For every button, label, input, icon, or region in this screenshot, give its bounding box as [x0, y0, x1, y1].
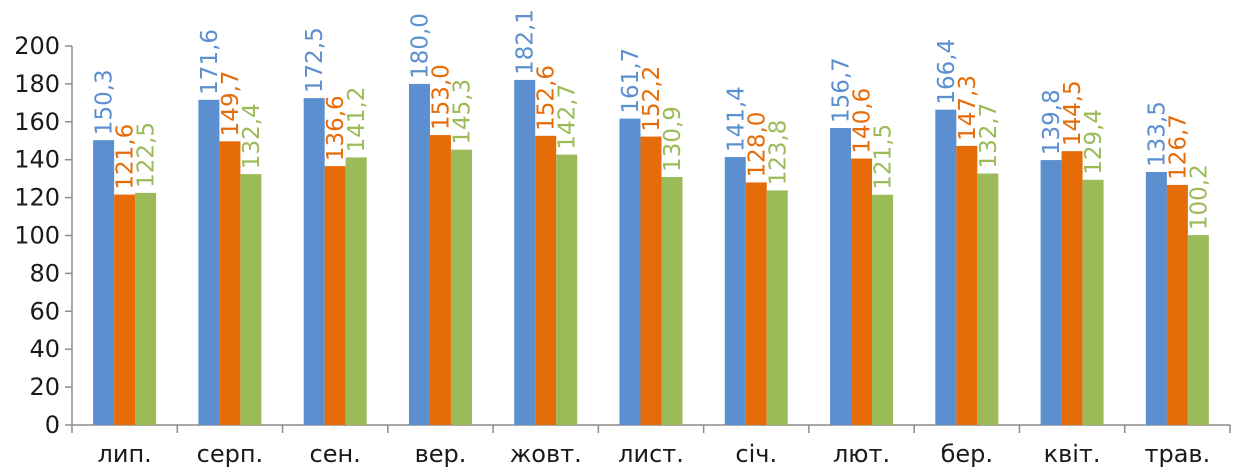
bar [556, 155, 577, 425]
x-tick-label: січ. [735, 440, 777, 468]
y-tick-label: 140 [14, 146, 60, 174]
data-label: 122,5 [134, 122, 160, 188]
bar [620, 119, 641, 425]
data-label: 123,8 [765, 120, 791, 186]
x-tick-label: трав. [1145, 440, 1211, 468]
x-tick-label: сен. [310, 440, 361, 468]
data-label: 172,5 [302, 27, 328, 93]
y-tick-label: 120 [14, 184, 60, 212]
data-label: 129,4 [1081, 109, 1107, 175]
bar [325, 166, 346, 425]
y-tick-label: 200 [14, 32, 60, 60]
bar [851, 159, 872, 425]
y-tick-label: 160 [14, 108, 60, 136]
bar [1188, 235, 1209, 425]
bar [956, 146, 977, 425]
bar [1062, 151, 1083, 425]
x-tick-label: лист. [618, 440, 684, 468]
bar [662, 177, 683, 425]
data-label: 132,7 [976, 103, 1002, 169]
y-tick-label: 180 [14, 70, 60, 98]
bar [767, 190, 788, 425]
data-label: 132,4 [239, 103, 265, 169]
x-tick-label: вер. [415, 440, 467, 468]
bar [198, 100, 219, 425]
data-label: 145,3 [449, 79, 475, 145]
y-tick-label: 20 [29, 373, 60, 401]
y-tick-label: 100 [14, 222, 60, 250]
bar [746, 182, 767, 425]
bar [219, 141, 240, 425]
bar [409, 84, 430, 425]
data-label: 100,2 [1186, 164, 1212, 230]
x-tick-label: бер. [941, 440, 993, 468]
bar [451, 150, 472, 425]
y-tick-label: 40 [29, 335, 60, 363]
x-tick-label: лют. [833, 440, 890, 468]
bar [1146, 172, 1167, 425]
bar [304, 98, 325, 425]
bar [872, 195, 893, 425]
y-tick-label: 0 [45, 411, 60, 439]
bar [240, 174, 261, 425]
x-tick-label: серп. [197, 440, 264, 468]
bar [1083, 180, 1104, 425]
bar [135, 193, 156, 425]
data-label: 130,9 [660, 106, 686, 172]
bar [535, 136, 556, 425]
x-tick-label: квіт. [1044, 440, 1101, 468]
bar [1167, 185, 1188, 425]
data-label: 121,5 [871, 124, 897, 190]
bar [346, 157, 367, 425]
bar [725, 157, 746, 425]
bar [1041, 160, 1062, 425]
x-tick-label: лип. [98, 440, 152, 468]
bar [93, 140, 114, 425]
y-tick-label: 60 [29, 297, 60, 325]
data-label: 142,7 [555, 84, 581, 150]
bar [830, 128, 851, 425]
bar [430, 135, 451, 425]
bar [641, 137, 662, 425]
bar [935, 110, 956, 425]
bar [514, 80, 535, 425]
data-label: 141,2 [344, 87, 370, 153]
bar [114, 195, 135, 425]
y-tick-label: 80 [29, 259, 60, 287]
bar [977, 174, 998, 425]
x-tick-label: жовт. [510, 440, 582, 468]
